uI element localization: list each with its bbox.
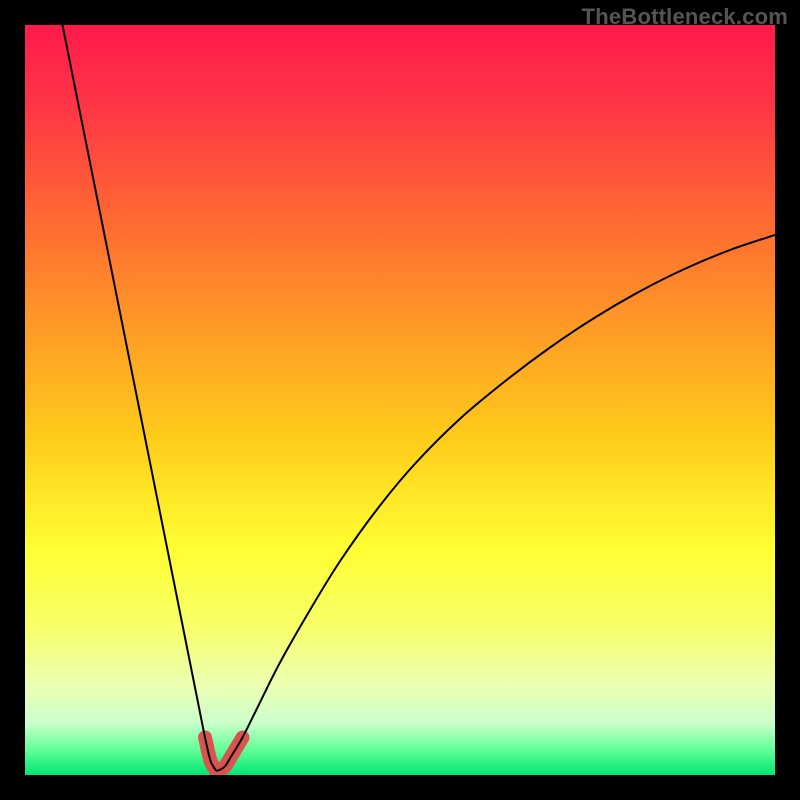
chart-svg	[0, 0, 800, 800]
chart-container: TheBottleneck.com	[0, 0, 800, 800]
watermark-text: TheBottleneck.com	[582, 4, 788, 30]
